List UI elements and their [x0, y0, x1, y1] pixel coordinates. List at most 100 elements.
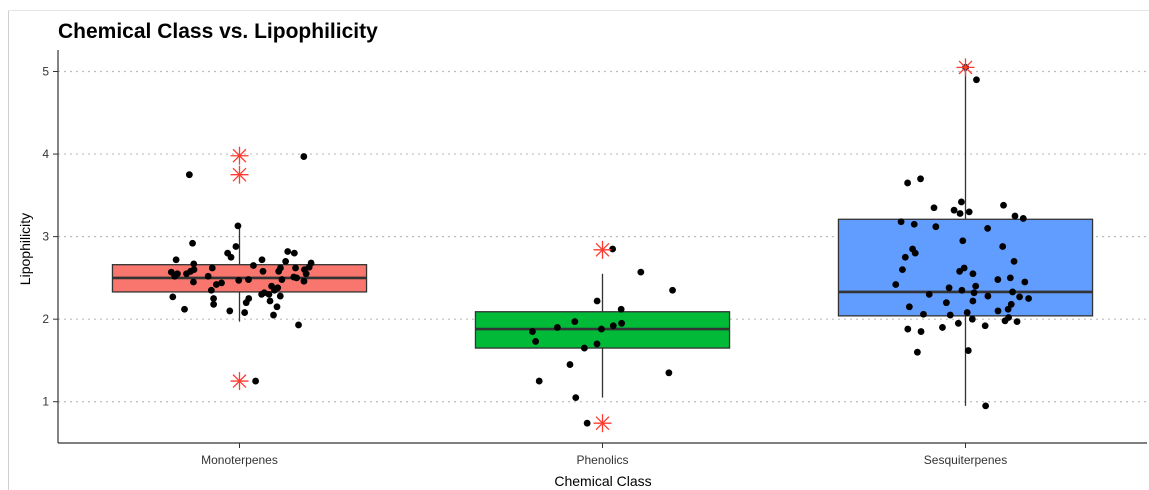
- data-point: [609, 245, 617, 253]
- data-point: [901, 253, 909, 261]
- data-point: [618, 319, 626, 327]
- data-point: [609, 322, 617, 330]
- data-point: [981, 322, 989, 330]
- data-point: [270, 311, 277, 319]
- data-point: [250, 262, 257, 269]
- data-point: [917, 328, 925, 335]
- data-point: [553, 324, 561, 331]
- x-tick-label: Phenolics: [576, 453, 628, 467]
- data-point: [204, 272, 212, 280]
- data-point: [946, 311, 954, 319]
- data-point: [273, 303, 281, 311]
- x-tick-label: Monoterpenes: [201, 453, 278, 467]
- x-tick-label: Sesquiterpenes: [924, 453, 1007, 467]
- outlier-marker: [593, 240, 612, 259]
- data-point: [190, 278, 197, 286]
- data-point: [259, 267, 267, 275]
- data-point: [956, 267, 964, 275]
- data-point: [277, 264, 284, 272]
- outlier-marker: [956, 58, 975, 77]
- outlier-marker: [593, 414, 612, 433]
- data-point: [665, 369, 673, 377]
- chart-title: Chemical Class vs. Lipophilicity: [58, 20, 378, 43]
- data-point: [174, 270, 181, 278]
- data-point: [904, 179, 912, 187]
- data-point: [1021, 278, 1029, 286]
- data-point: [913, 348, 921, 356]
- data-point: [295, 321, 302, 329]
- data-point: [1004, 305, 1012, 313]
- data-point: [1011, 212, 1019, 220]
- data-point: [950, 206, 958, 214]
- data-point: [994, 276, 1002, 283]
- data-point: [290, 273, 298, 281]
- data-point: [1009, 288, 1016, 296]
- y-tick-label: 5: [42, 65, 49, 79]
- data-point: [1019, 215, 1027, 222]
- outlier-marker: [230, 165, 249, 184]
- data-point: [290, 249, 298, 257]
- data-point: [1010, 257, 1018, 265]
- data-point: [234, 222, 242, 230]
- data-point: [904, 325, 912, 333]
- data-point: [899, 266, 906, 274]
- data-point: [994, 307, 1002, 315]
- data-point: [984, 224, 992, 232]
- data-point: [210, 300, 218, 308]
- data-point: [252, 377, 260, 385]
- data-point: [1016, 293, 1023, 301]
- data-point: [529, 328, 536, 335]
- data-point: [305, 263, 313, 271]
- data-point: [535, 377, 543, 385]
- data-point: [617, 305, 625, 313]
- data-point: [532, 338, 540, 345]
- data-point: [232, 243, 240, 250]
- data-point: [169, 293, 177, 301]
- data-point: [932, 223, 940, 231]
- data-point: [637, 268, 645, 276]
- data-point: [258, 256, 266, 264]
- data-point: [1001, 317, 1009, 325]
- data-point: [959, 237, 967, 245]
- data-point: [190, 266, 198, 274]
- data-point: [972, 282, 980, 290]
- outlier-marker: [230, 146, 249, 165]
- data-point: [911, 249, 919, 257]
- data-point: [241, 309, 249, 316]
- data-point: [964, 347, 972, 354]
- data-point: [278, 276, 286, 283]
- data-point: [172, 256, 180, 264]
- data-point: [945, 284, 953, 292]
- data-point: [167, 268, 175, 276]
- data-point: [1006, 274, 1014, 282]
- data-point: [910, 220, 918, 228]
- data-point: [593, 340, 601, 348]
- frame-left-border: [8, 10, 9, 490]
- data-point: [583, 419, 591, 427]
- data-point: [208, 264, 216, 272]
- data-point: [224, 249, 232, 257]
- outliers-layer: [230, 58, 975, 433]
- data-point: [258, 291, 266, 298]
- data-point: [580, 344, 588, 352]
- data-point: [958, 198, 965, 206]
- data-point: [669, 286, 676, 294]
- data-point: [939, 324, 946, 331]
- data-point: [300, 153, 308, 160]
- data-point: [190, 260, 198, 268]
- data-point: [300, 277, 308, 285]
- points-layer: [167, 63, 1032, 427]
- data-point: [572, 394, 580, 401]
- data-point: [982, 402, 990, 410]
- data-point: [593, 297, 601, 305]
- data-point: [905, 303, 913, 311]
- data-point: [1007, 300, 1015, 308]
- data-point: [274, 284, 282, 292]
- data-point: [1000, 201, 1007, 209]
- data-point: [925, 291, 933, 298]
- y-axis-title: Lipophilicity: [17, 213, 33, 285]
- data-point: [968, 315, 976, 323]
- data-point: [566, 361, 574, 368]
- data-point: [212, 281, 220, 288]
- data-point: [965, 208, 973, 216]
